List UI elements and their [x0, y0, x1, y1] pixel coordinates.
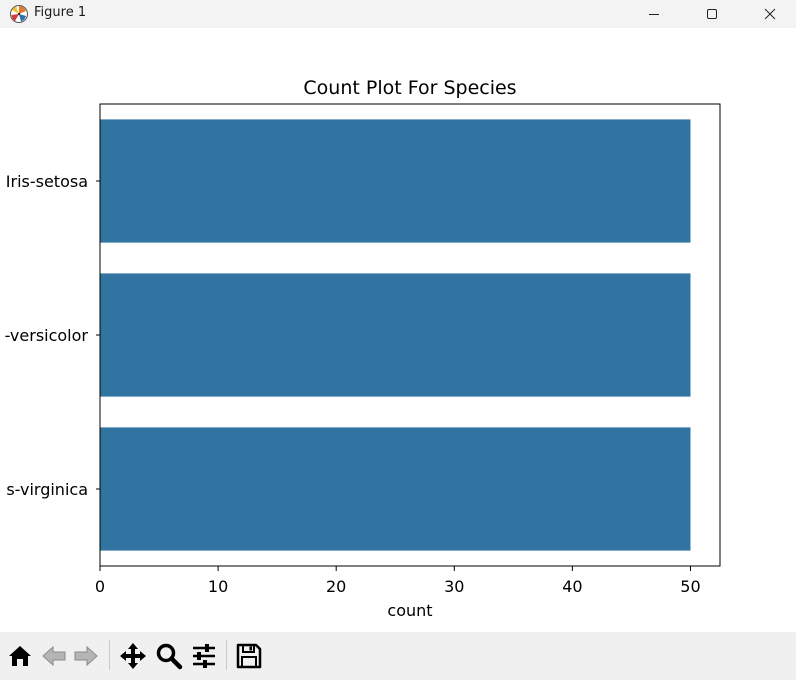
home-icon — [9, 646, 31, 666]
figure-canvas[interactable]: Count Plot For Species Iris-setosa -versi… — [0, 28, 796, 632]
x-tick-label: 20 — [326, 577, 346, 596]
save-button[interactable] — [233, 640, 265, 672]
forward-button[interactable] — [70, 640, 102, 672]
x-tick-label: 0 — [95, 577, 105, 596]
home-button[interactable] — [4, 640, 36, 672]
bar-iris-versicolor — [100, 273, 691, 397]
zoom-icon — [156, 643, 183, 670]
pan-button[interactable] — [117, 640, 149, 672]
pan-icon — [120, 643, 146, 669]
toolbar-separator — [226, 640, 227, 670]
title-bar: Figure 1 — [0, 0, 796, 28]
back-arrow-icon — [42, 645, 66, 667]
minimize-button[interactable] — [625, 0, 683, 28]
minimize-icon — [649, 14, 659, 15]
x-axis-label: count — [387, 601, 432, 620]
x-tick-label: 50 — [680, 577, 700, 596]
y-tick-label: s-virginica — [6, 480, 88, 499]
configure-subplots-button[interactable] — [188, 640, 220, 672]
close-button[interactable] — [741, 0, 796, 28]
close-icon — [764, 8, 776, 20]
y-tick-label: -versicolor — [5, 326, 89, 345]
window-title: Figure 1 — [34, 5, 87, 20]
count-plot-chart: Count Plot For Species Iris-setosa -versi… — [5, 77, 721, 620]
configure-subplots-icon — [193, 644, 215, 668]
x-tick-label: 30 — [444, 577, 464, 596]
toolbar-separator — [109, 640, 110, 670]
chart-title: Count Plot For Species — [303, 77, 516, 99]
bar-iris-setosa — [100, 119, 691, 243]
y-tick-label: Iris-setosa — [6, 172, 88, 191]
x-tick-label: 40 — [562, 577, 582, 596]
maximize-button[interactable] — [683, 0, 741, 28]
zoom-button[interactable] — [153, 640, 185, 672]
matplotlib-logo-icon — [9, 4, 29, 24]
navigation-toolbar — [0, 632, 796, 680]
x-tick-label: 10 — [208, 577, 228, 596]
bar-iris-virginica — [100, 427, 691, 551]
back-button[interactable] — [38, 640, 70, 672]
maximize-icon — [707, 9, 717, 19]
forward-arrow-icon — [74, 645, 98, 667]
save-icon — [236, 643, 262, 669]
